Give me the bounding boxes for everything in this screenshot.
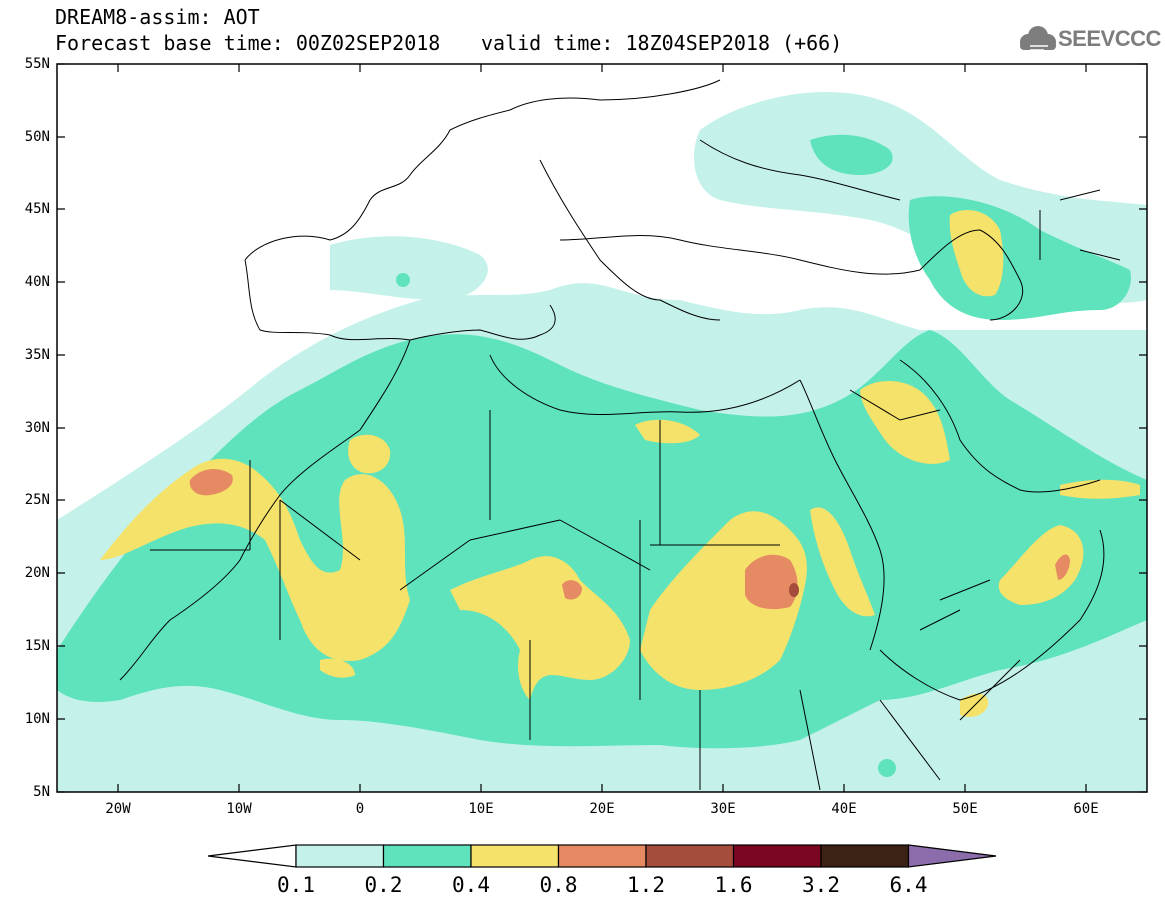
- forecast-base-time: Forecast base time: 00Z02SEP2018: [55, 31, 441, 55]
- lat-label: 10N: [24, 711, 50, 727]
- lat-label: 55N: [24, 56, 50, 72]
- colorbar-bin-4: [557, 844, 647, 868]
- colorbar: [207, 844, 997, 868]
- lat-label: 30N: [24, 420, 50, 436]
- colorbar-bin-6: [732, 844, 822, 868]
- colorbar-bin-3: [470, 844, 560, 868]
- colorbar-bin-5: [645, 844, 735, 868]
- colorbar-bin-2: [382, 844, 472, 868]
- coastlines-borders: [119, 79, 1121, 791]
- colorbar-label: 6.4: [889, 873, 928, 897]
- logo-text: SEEVCCC: [1058, 26, 1161, 51]
- lon-label: 30E: [710, 801, 736, 817]
- colorbar-label: 1.2: [627, 873, 665, 897]
- lon-label: 10E: [468, 801, 494, 817]
- lon-label: 40E: [831, 801, 857, 817]
- colorbar-label: 3.2: [802, 873, 840, 897]
- lon-label: 10W: [226, 801, 252, 817]
- seevccc-logo: [1020, 26, 1056, 51]
- colorbar-label: 0.8: [539, 873, 578, 897]
- aot-contours: [57, 79, 1147, 792]
- lat-label: 50N: [24, 129, 50, 145]
- colorbar-over-arrow: [907, 844, 997, 868]
- map-title: DREAM8-assim: AOT: [55, 5, 260, 29]
- colorbar-bin-1: [295, 844, 385, 868]
- valid-time: valid time: 18Z04SEP2018 (+66): [481, 31, 843, 55]
- lat-label: 45N: [24, 201, 50, 217]
- axis-ticks: [57, 63, 1147, 793]
- aot-level-0.8: [189, 468, 1070, 610]
- colorbar-label: 0.2: [364, 873, 403, 897]
- lat-label: 5N: [33, 784, 50, 800]
- lon-label: 20W: [105, 801, 131, 817]
- colorbar-label: 1.6: [714, 873, 753, 897]
- colorbar-bin-7: [820, 844, 910, 868]
- lon-label: 60E: [1073, 801, 1099, 817]
- lon-label: 50E: [952, 801, 978, 817]
- lat-label: 20N: [24, 565, 50, 581]
- lat-label: 35N: [24, 347, 50, 363]
- cloud-icon: [1020, 26, 1056, 51]
- lat-label: 25N: [24, 492, 50, 508]
- colorbar-label: 0.1: [277, 873, 315, 897]
- colorbar-under-arrow: [207, 844, 297, 868]
- lon-label: 20E: [589, 801, 615, 817]
- aot-level-1.2: [789, 583, 799, 597]
- lon-label: 0: [355, 801, 365, 817]
- lat-label: 15N: [24, 638, 50, 654]
- colorbar-label: 0.4: [452, 873, 490, 897]
- lat-label: 40N: [24, 274, 50, 290]
